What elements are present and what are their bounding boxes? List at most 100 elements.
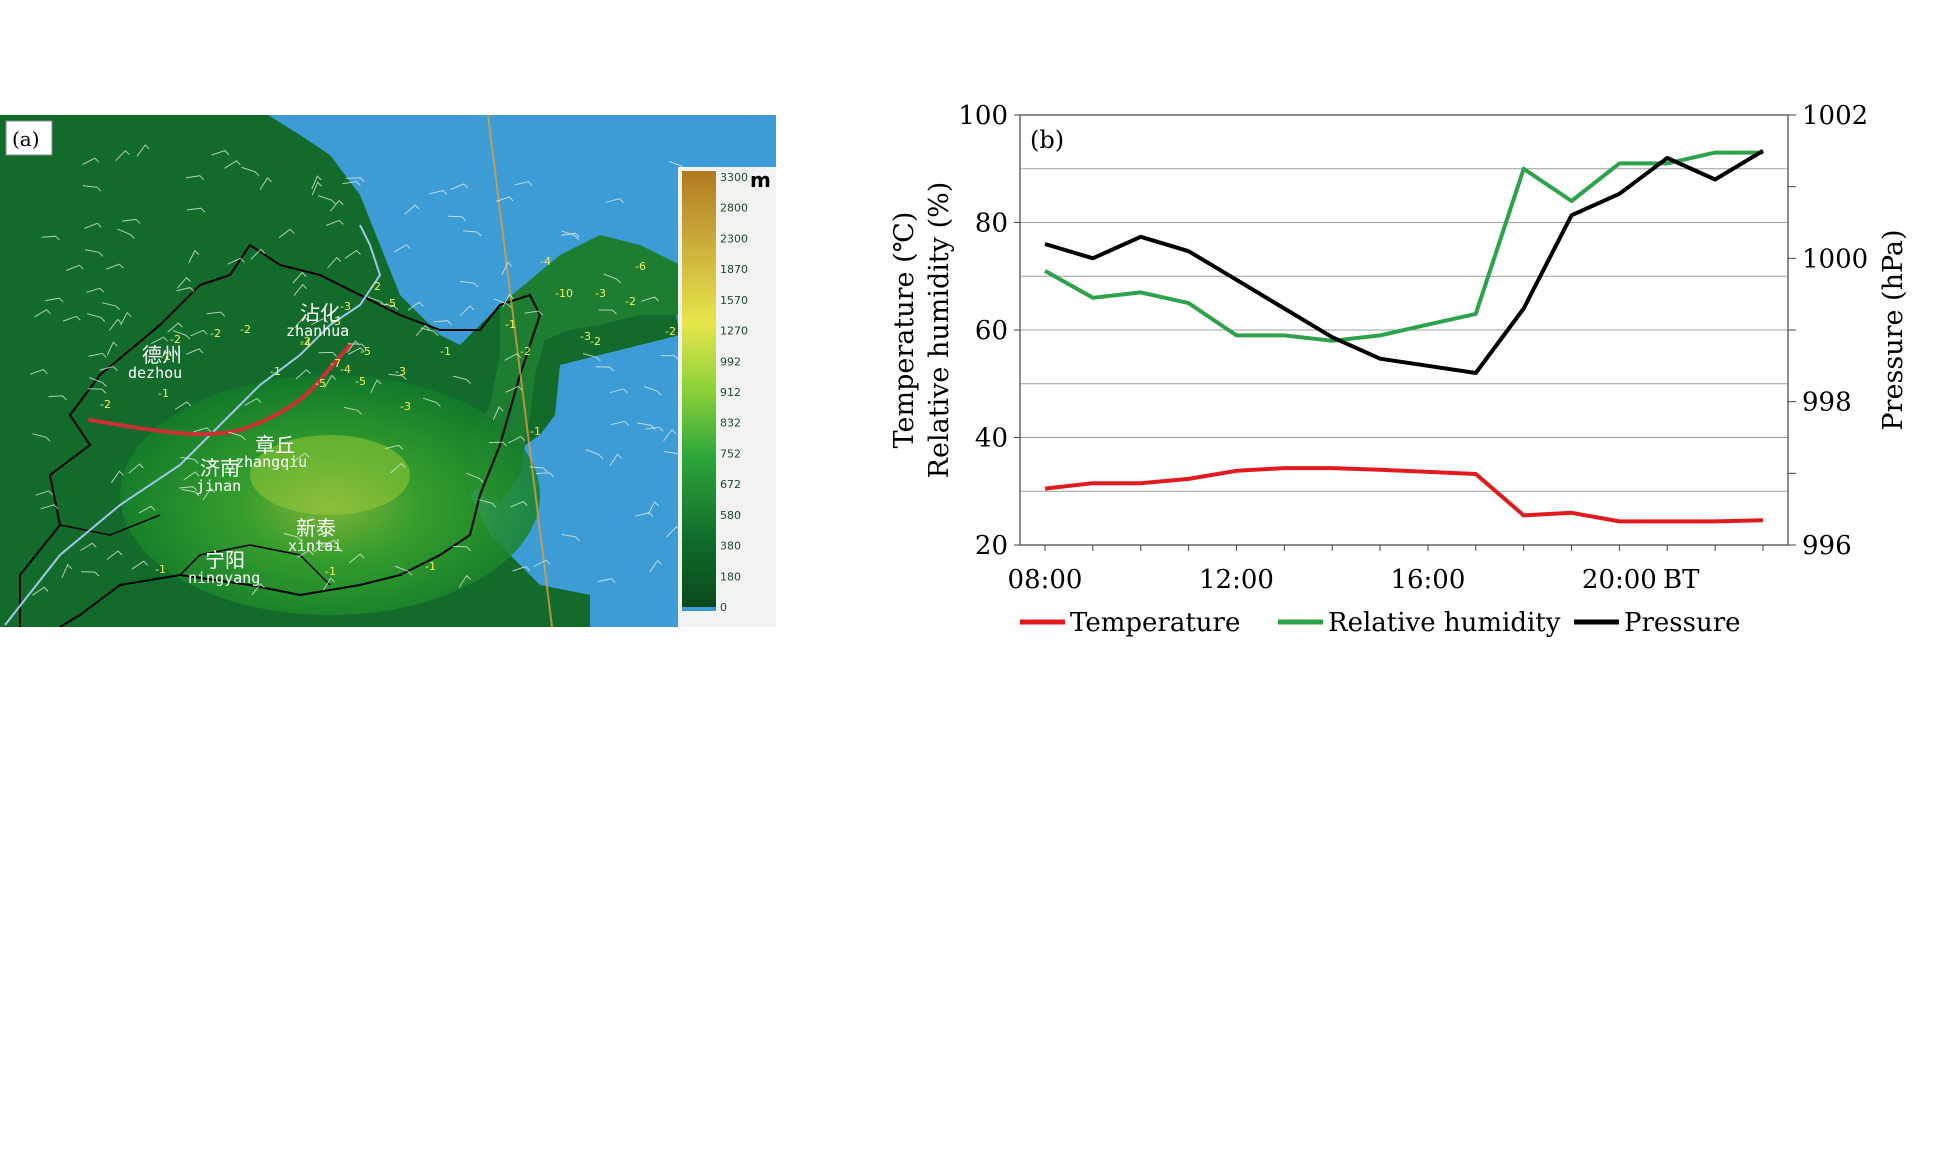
wind-barb	[478, 499, 497, 508]
wind-barb	[41, 235, 60, 241]
wind-barb	[605, 198, 625, 204]
value-label: -1	[155, 563, 166, 576]
wind-barb	[176, 287, 195, 292]
wind-barb	[343, 406, 362, 415]
city-jinan-cn: 济南	[200, 456, 240, 480]
colorbar-tick-label: 1870	[720, 263, 748, 276]
wind-barb	[463, 230, 482, 237]
wind-barb	[504, 353, 522, 361]
wind-barb	[32, 433, 51, 442]
wind-barb	[595, 366, 615, 372]
wind-barb	[645, 426, 664, 432]
wind-barb	[561, 534, 580, 542]
city-ningyang-cn: 宁阳	[205, 548, 245, 572]
wind-barb	[122, 218, 141, 224]
colorbar-tick-label: 380	[720, 540, 741, 553]
wind-barb	[250, 248, 266, 260]
panel-a-label: (a)	[12, 127, 40, 151]
wind-barb	[185, 175, 205, 181]
x-tick-label: 12:00	[1199, 565, 1274, 595]
wind-barb	[128, 463, 144, 474]
peninsula-land	[470, 235, 680, 505]
y-right-tick-label: 996	[1802, 531, 1852, 561]
wind-barb	[206, 311, 225, 317]
wind-barb	[385, 444, 404, 450]
wind-barb	[367, 296, 386, 307]
wind-barb	[29, 369, 48, 375]
wind-barb	[311, 175, 322, 190]
series-lines	[1044, 149, 1765, 524]
colorbar-tick-label: 2300	[720, 232, 748, 245]
value-label: -2	[300, 335, 311, 348]
wind-barb	[458, 574, 472, 588]
wind-barb	[466, 472, 484, 483]
wind-barb	[390, 462, 406, 474]
colorbar	[682, 171, 716, 607]
wind-barb	[82, 185, 102, 192]
value-label: -3	[400, 400, 411, 413]
wind-barb	[492, 406, 504, 420]
value-label: -1	[425, 560, 436, 573]
wind-barb	[202, 487, 216, 501]
colorbar-tick-label: 1270	[720, 325, 748, 338]
wind-barb	[488, 441, 508, 447]
county-boundary	[59, 514, 331, 586]
wind-barb	[185, 348, 204, 355]
value-label: -5	[360, 345, 371, 358]
wind-barb	[524, 310, 543, 316]
colorbar-tick-label: 0	[720, 601, 727, 614]
wind-barbs	[29, 144, 687, 596]
wind-barb	[347, 343, 367, 349]
x-ticks: 08:00 12:00 16:00 20:00	[1008, 545, 1764, 595]
wind-barb	[324, 374, 337, 388]
wind-barb	[514, 181, 533, 187]
wind-barb	[177, 276, 191, 289]
wind-barb	[326, 219, 344, 226]
wind-barb	[86, 287, 105, 293]
wind-barb	[84, 222, 102, 229]
wind-barb	[533, 559, 551, 568]
wind-barb	[493, 298, 512, 309]
value-label: -2	[240, 323, 251, 336]
value-label: -3	[340, 300, 351, 313]
series-line-pressure	[1044, 149, 1765, 375]
city-zhanhua-cn: 沾化	[300, 301, 340, 325]
wind-barb	[211, 150, 230, 156]
city-jinan-en: jinan	[196, 477, 241, 495]
colorbar-tick-label: 672	[720, 478, 741, 491]
colorbar-ticks: 3300 2800 2300 1870 1570 1270 992 912 832 752 672 5…	[720, 171, 748, 614]
wind-barb	[227, 257, 245, 265]
terrain-map-panel: -2-1-2 -2-1-2-2-3 -5-3-4-4-5-2-5-7-5-3-1-3…	[0, 115, 776, 627]
legend: Temperature Relative humidity Pressure	[1020, 608, 1741, 638]
legend-label: Relative humidity	[1328, 608, 1561, 638]
wind-barb	[85, 249, 104, 257]
value-label: -1	[530, 425, 541, 438]
value-label: -1	[160, 350, 171, 363]
wind-barb	[228, 431, 246, 441]
wind-barb	[529, 466, 548, 473]
wind-barb	[293, 452, 310, 462]
city-dezhou-cn: 德州	[142, 343, 182, 367]
value-label: -1	[325, 565, 336, 578]
city-dezhou-en: dezhou	[128, 364, 182, 382]
city-labels: 德州 dezhou 沾化 zhanhua 章丘 zhangqiu 济南 jina…	[128, 301, 349, 587]
value-label: -10	[555, 287, 573, 300]
value-labels: -2-1-2 -2-1-2-2-3 -5-3-4-4-5-2-5-7-5-3-1-3…	[100, 255, 676, 578]
colorbar-tick-label: 752	[720, 447, 741, 460]
wind-barb	[609, 453, 622, 467]
wind-barb	[117, 228, 135, 239]
wind-barb	[346, 177, 365, 183]
wind-barb	[34, 309, 51, 318]
city-zhangqiu-cn: 章丘	[255, 433, 295, 457]
city-zhangqiu-en: zhangqiu	[235, 453, 307, 471]
wind-barb	[48, 395, 67, 401]
y-left-ticks: 20 40 60 80 100	[958, 101, 1020, 561]
city-xintai-cn: 新泰	[296, 516, 336, 540]
wind-barb	[394, 244, 411, 253]
wind-barb	[452, 545, 471, 552]
wind-barb	[420, 327, 439, 336]
wind-barb	[324, 544, 343, 553]
wind-barb	[459, 280, 479, 288]
wind-barb	[88, 352, 107, 358]
wind-barb	[35, 490, 54, 496]
